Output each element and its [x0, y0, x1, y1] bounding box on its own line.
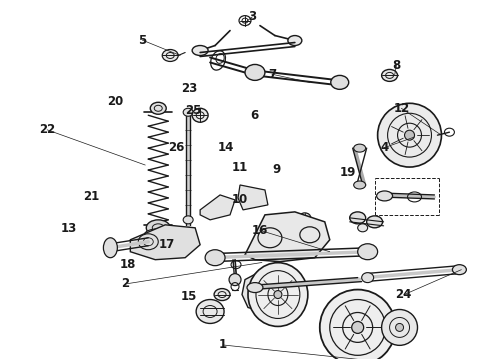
Ellipse shape [248, 263, 308, 327]
Ellipse shape [280, 214, 300, 230]
Ellipse shape [354, 181, 366, 189]
Ellipse shape [196, 300, 224, 323]
Polygon shape [238, 185, 268, 210]
Text: 24: 24 [395, 288, 412, 301]
Ellipse shape [377, 191, 392, 201]
Text: 20: 20 [107, 95, 123, 108]
Ellipse shape [147, 220, 170, 236]
Text: 25: 25 [186, 104, 202, 117]
Polygon shape [245, 212, 330, 262]
Text: 10: 10 [232, 193, 248, 206]
Text: 5: 5 [138, 33, 147, 47]
Text: 26: 26 [169, 141, 185, 154]
Ellipse shape [354, 144, 366, 152]
Ellipse shape [245, 64, 265, 80]
Text: 23: 23 [181, 82, 197, 95]
Text: 13: 13 [61, 222, 77, 235]
Ellipse shape [405, 130, 415, 140]
Text: 21: 21 [83, 190, 99, 203]
Ellipse shape [378, 103, 441, 167]
Text: 18: 18 [120, 258, 136, 271]
Ellipse shape [274, 291, 282, 298]
Ellipse shape [331, 75, 349, 89]
Ellipse shape [183, 108, 193, 116]
Ellipse shape [205, 250, 225, 266]
Text: 17: 17 [159, 238, 175, 251]
Text: 19: 19 [340, 166, 356, 179]
Ellipse shape [214, 289, 230, 301]
Ellipse shape [183, 216, 193, 224]
Ellipse shape [382, 310, 417, 345]
Ellipse shape [162, 50, 178, 62]
Ellipse shape [192, 45, 208, 55]
Text: 8: 8 [392, 59, 401, 72]
Polygon shape [242, 272, 285, 311]
Text: 1: 1 [219, 338, 227, 351]
Text: 9: 9 [272, 163, 281, 176]
Text: 4: 4 [380, 141, 389, 154]
Text: 3: 3 [248, 10, 256, 23]
Ellipse shape [247, 283, 263, 293]
Polygon shape [130, 225, 200, 260]
Text: 14: 14 [217, 141, 234, 154]
Ellipse shape [192, 108, 208, 122]
Text: 22: 22 [39, 123, 55, 136]
Ellipse shape [452, 265, 466, 275]
Ellipse shape [288, 36, 302, 45]
Text: 2: 2 [121, 278, 129, 291]
Text: 7: 7 [268, 68, 276, 81]
Text: 12: 12 [393, 102, 410, 115]
Ellipse shape [229, 274, 241, 285]
Ellipse shape [395, 323, 404, 332]
Text: 15: 15 [181, 290, 197, 303]
Ellipse shape [150, 102, 166, 114]
Ellipse shape [350, 212, 366, 224]
Text: 6: 6 [251, 109, 259, 122]
Ellipse shape [320, 289, 395, 360]
Ellipse shape [103, 238, 118, 258]
Ellipse shape [358, 244, 378, 260]
Ellipse shape [352, 321, 364, 333]
Ellipse shape [362, 273, 374, 283]
Text: 11: 11 [232, 161, 248, 174]
Text: 16: 16 [251, 224, 268, 237]
Ellipse shape [358, 224, 368, 232]
Ellipse shape [299, 213, 311, 223]
Ellipse shape [144, 229, 172, 241]
Ellipse shape [367, 216, 383, 228]
Ellipse shape [382, 69, 397, 81]
Polygon shape [200, 195, 235, 220]
